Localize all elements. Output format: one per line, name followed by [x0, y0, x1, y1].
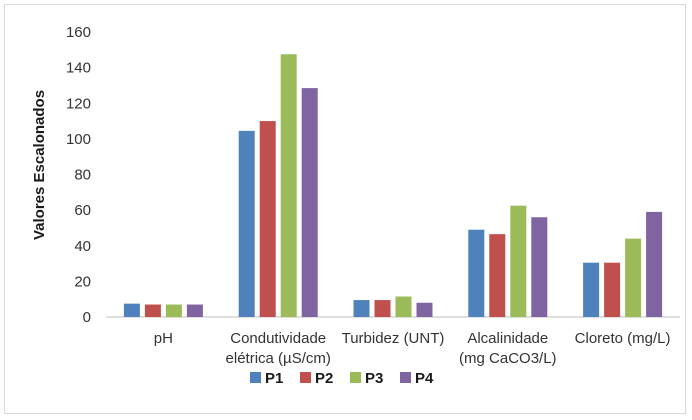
bar-p1	[468, 229, 485, 317]
y-tick-label: 140	[66, 60, 91, 77]
legend-label-p1: P1	[265, 370, 283, 387]
bar-p2	[489, 234, 506, 317]
y-tick-label: 0	[83, 309, 91, 326]
x-axis-labels: pH Condutividade elétrica (µS/cm) Turbidez …	[154, 330, 671, 367]
legend-swatch-p3	[350, 372, 361, 383]
bar-p3	[395, 296, 412, 317]
y-tick-label: 20	[74, 273, 91, 290]
legend-label-p4: P4	[415, 370, 434, 387]
bar-p2	[374, 300, 391, 317]
y-axis-ticks: 0 20 40 60 80 100 120 140 160	[66, 24, 91, 326]
x-category-label: Turbidez (UNT)	[342, 330, 445, 347]
x-category-label: Cloreto (mg/L)	[575, 330, 671, 347]
bar-p3	[165, 304, 182, 317]
y-tick-label: 120	[66, 95, 91, 112]
bar-p4	[301, 88, 318, 317]
x-category-label: (mg CaCO3/L)	[459, 350, 557, 367]
bar-p2	[259, 121, 276, 317]
bar-p2	[604, 262, 621, 317]
y-tick-label: 100	[66, 131, 91, 148]
y-tick-label: 40	[74, 238, 91, 255]
y-axis-title: Valores Escalonados	[31, 90, 48, 240]
legend-swatch-p2	[300, 372, 311, 383]
chart-frame: Valores Escalonados 0 20 40 60 80 100 120 140 16…	[4, 4, 686, 414]
bar-p1	[238, 130, 255, 317]
x-category-label: pH	[154, 330, 173, 347]
y-tick-label: 80	[74, 167, 91, 184]
bar-p3	[280, 54, 297, 317]
bar-p4	[531, 217, 548, 317]
bar-p2	[144, 304, 161, 317]
legend-swatch-p1	[250, 372, 261, 383]
bar-p4	[646, 211, 663, 317]
bar-p1	[123, 303, 140, 317]
bars	[123, 54, 663, 317]
bar-p1	[583, 262, 600, 317]
legend: P1 P2 P3 P4	[250, 370, 434, 387]
legend-swatch-p4	[400, 372, 411, 383]
y-tick-label: 160	[66, 24, 91, 41]
bar-chart: Valores Escalonados 0 20 40 60 80 100 120 140 16…	[31, 24, 680, 387]
bar-p3	[625, 238, 642, 317]
legend-label-p2: P2	[315, 370, 333, 387]
bar-p4	[186, 304, 203, 317]
bar-p3	[510, 205, 527, 317]
bar-p4	[416, 302, 433, 317]
y-tick-label: 60	[74, 202, 91, 219]
bar-p1	[353, 300, 370, 317]
x-category-label: Condutividade	[230, 330, 326, 347]
legend-label-p3: P3	[365, 370, 383, 387]
x-category-label: elétrica (µS/cm)	[226, 350, 331, 367]
x-category-label: Alcalinidade	[467, 330, 548, 347]
